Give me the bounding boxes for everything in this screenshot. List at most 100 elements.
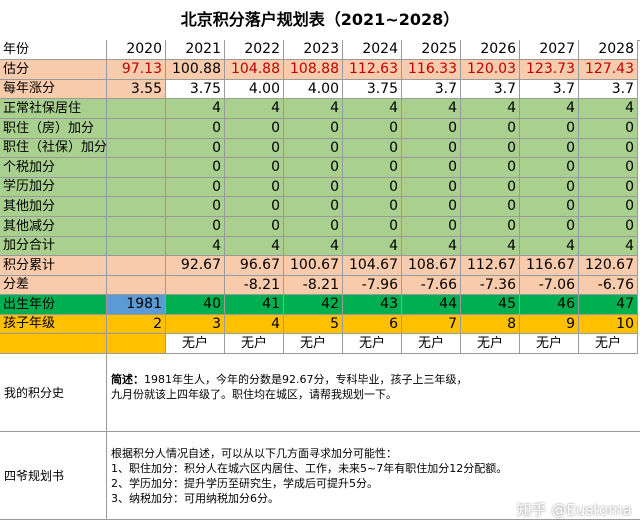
note-text: 1、职住加分：积分人在城六区内居住、工作，未来5~7年有职住加分12分配额。	[111, 462, 508, 475]
table-cell: 108.67	[402, 256, 461, 276]
table-cell: 43	[343, 295, 402, 315]
note-line: 简述：1981年生人，今年的分数是92.67分，专科毕业，孩子上三年级，	[111, 372, 636, 387]
table-cell: 无户	[402, 334, 461, 354]
row-label: 其他加分	[0, 197, 107, 217]
table-cell: 0	[579, 119, 638, 139]
watermark: 知乎 @Eustoma	[516, 501, 632, 519]
note-line: 3、纳税加分：可用纳税加分6分。	[111, 491, 636, 506]
row-label: 职住（房）加分	[0, 119, 107, 139]
table-cell: -6.76	[579, 276, 638, 295]
table-cell: 0	[461, 178, 520, 197]
table-cell: 123.73	[520, 60, 579, 80]
table-cell: 7	[402, 315, 461, 334]
table-cell: 0	[520, 139, 579, 158]
table-cell: 1981	[107, 295, 166, 315]
table-cell: 0	[225, 139, 284, 158]
row-label: 积分累计	[0, 256, 107, 276]
table-cell: 0	[402, 139, 461, 158]
note-text: 2、学历加分：提升学历至研究生，学成后可提升5分。	[111, 477, 378, 490]
table-cell: 3.75	[343, 80, 402, 99]
note-label: 四爷规划书	[0, 432, 107, 520]
row-label: 每年涨分	[0, 80, 107, 99]
table-cell: 无户	[520, 334, 579, 354]
table-cell: 8	[461, 315, 520, 334]
table-cell: 4	[461, 99, 520, 119]
row-label	[0, 334, 107, 354]
header-year: 2023	[284, 40, 343, 60]
table-cell: 0	[402, 178, 461, 197]
table-cell: 45	[461, 295, 520, 315]
table-cell: -7.36	[461, 276, 520, 295]
note-heading: 简述：	[111, 373, 144, 386]
table-cell: 0	[343, 217, 402, 237]
table-cell	[107, 99, 166, 119]
table-cell: 4.00	[284, 80, 343, 99]
row-label: 个税加分	[0, 158, 107, 178]
table-cell: 无户	[343, 334, 402, 354]
table-cell: -8.21	[225, 276, 284, 295]
header-year: 2026	[461, 40, 520, 60]
table-cell: 10	[579, 315, 638, 334]
table-cell: 0	[284, 139, 343, 158]
table-cell: -8.21	[284, 276, 343, 295]
table-cell: 0	[402, 217, 461, 237]
table-cell: 2	[107, 315, 166, 334]
table-cell	[107, 197, 166, 217]
table-cell: 4	[166, 99, 225, 119]
table-cell: 120.03	[461, 60, 520, 80]
table-cell: -7.06	[520, 276, 579, 295]
note-line: 根据积分人情况自述，可以从以下几方面寻求加分可能性：	[111, 446, 636, 461]
table-cell: 0	[461, 217, 520, 237]
row-label: 估分	[0, 60, 107, 80]
table-cell: 3.7	[461, 80, 520, 99]
table-cell: 0	[402, 119, 461, 139]
table-cell: 92.67	[166, 256, 225, 276]
table-cell: 46	[520, 295, 579, 315]
table-cell: 112.67	[461, 256, 520, 276]
table-cell: 无户	[461, 334, 520, 354]
header-year: 2028	[579, 40, 638, 60]
table-cell: 0	[166, 178, 225, 197]
table-cell: 108.88	[284, 60, 343, 80]
table-cell: 0	[461, 197, 520, 217]
row-label: 孩子年级	[0, 315, 107, 334]
note-body: 根据积分人情况自述，可以从以下几方面寻求加分可能性： 1、职住加分：积分人在城六区…	[107, 432, 640, 520]
table-cell: 无户	[284, 334, 343, 354]
header-year: 2025	[402, 40, 461, 60]
table-cell: 96.67	[225, 256, 284, 276]
row-label: 其他减分	[0, 217, 107, 237]
table-cell: 127.43	[579, 60, 638, 80]
table-cell	[107, 119, 166, 139]
note-line: 九月份就该上四年级了。职住均在城区，请帮我规划一下。	[111, 387, 636, 402]
row-label: 出生年份	[0, 295, 107, 315]
table-cell: 4	[520, 237, 579, 256]
table-cell: 0	[343, 158, 402, 178]
table-cell: -7.66	[402, 276, 461, 295]
table-cell: 4	[579, 99, 638, 119]
table-cell: 3.75	[166, 80, 225, 99]
table-cell: 无户	[579, 334, 638, 354]
table-cell: 97.13	[107, 60, 166, 80]
table-cell: 0	[343, 139, 402, 158]
table-cell: 0	[579, 139, 638, 158]
table-cell: 0	[166, 158, 225, 178]
table-cell: 0	[166, 197, 225, 217]
table-cell: 3.7	[402, 80, 461, 99]
table-cell: 0	[520, 158, 579, 178]
note-text: 3、纳税加分：可用纳税加分6分。	[111, 492, 279, 505]
table-cell: 4	[343, 237, 402, 256]
table-cell: 0	[402, 158, 461, 178]
table-cell: 0	[520, 197, 579, 217]
table-cell: 0	[225, 119, 284, 139]
table-cell: 0	[520, 217, 579, 237]
table-cell: 4.00	[225, 80, 284, 99]
table-cell: 4	[225, 99, 284, 119]
table-cell: 116.67	[520, 256, 579, 276]
table-cell: 无户	[166, 334, 225, 354]
table-cell: 0	[225, 197, 284, 217]
table-cell: 116.33	[402, 60, 461, 80]
table-cell: 4	[579, 237, 638, 256]
table-cell	[107, 334, 166, 354]
table-cell: 0	[343, 197, 402, 217]
table-cell: 4	[402, 237, 461, 256]
